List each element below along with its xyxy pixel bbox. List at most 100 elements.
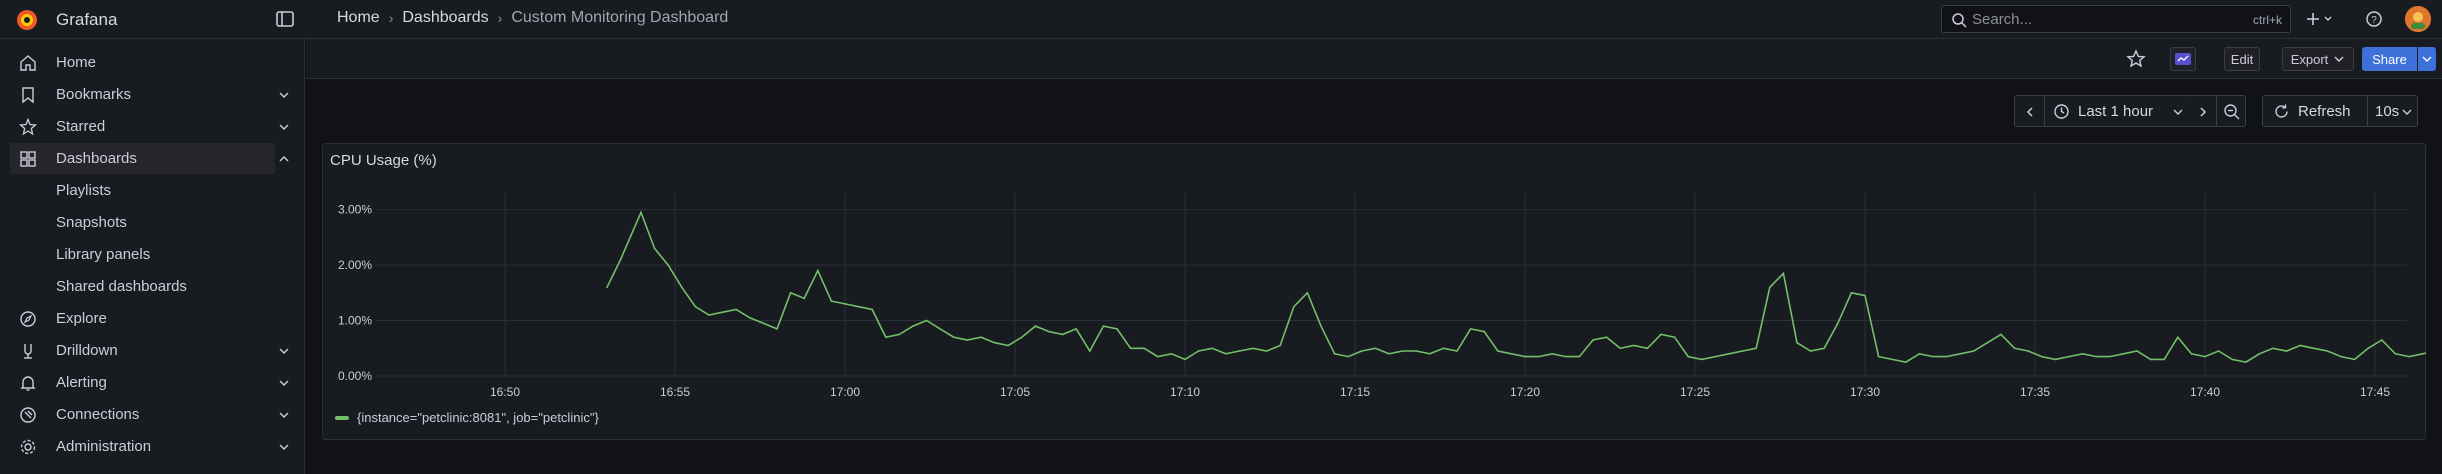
data-point (1619, 347, 1621, 350)
sidebar-item-administration[interactable]: Administration (0, 431, 300, 462)
sidebar-item-home[interactable]: Home (0, 47, 300, 78)
time-range-label[interactable]: Last 1 hour (2078, 103, 2154, 120)
search-input[interactable]: Search... ctrl+k (1941, 5, 2291, 33)
new-menu-button[interactable] (2303, 8, 2337, 30)
data-point (606, 286, 608, 289)
sidebar-subitem-shared-dashboards[interactable]: Shared dashboards (56, 278, 187, 295)
star-dashboard-icon[interactable] (2126, 49, 2146, 69)
data-point (1796, 341, 1798, 344)
dock-menu-icon[interactable] (275, 9, 295, 29)
data-point (980, 336, 982, 338)
refresh-button[interactable]: Refresh (2298, 103, 2351, 120)
zoom-out-icon[interactable] (2223, 103, 2241, 121)
edit-button[interactable]: Edit (2224, 47, 2260, 71)
sidebar-subitem-playlists[interactable]: Playlists (56, 182, 112, 199)
data-point (1592, 339, 1594, 341)
breadcrumb-home[interactable]: Home (337, 9, 380, 26)
panel-title[interactable]: CPU Usage (%) (330, 152, 437, 169)
data-point (1401, 350, 1404, 352)
data-point (1701, 358, 1703, 361)
data-point (925, 319, 928, 322)
data-point (1986, 341, 1989, 344)
data-point (1809, 350, 1812, 352)
data-point (1673, 336, 1676, 338)
data-point (2095, 355, 2097, 358)
data-point (1347, 355, 1349, 358)
data-point (2272, 347, 2274, 350)
y-axis: 0.00% 1.00% 2.00% 3.00% (338, 203, 372, 383)
sidebar-item-dashboards[interactable]: Dashboards (10, 143, 289, 174)
data-point (898, 333, 901, 336)
breadcrumb-dashboards[interactable]: Dashboards (402, 9, 489, 26)
data-point (681, 286, 683, 289)
data-point (1537, 355, 1540, 358)
data-point (2285, 350, 2288, 352)
breadcrumb-current: Custom Monitoring Dashboard (511, 9, 729, 26)
share-menu-button[interactable] (2418, 47, 2436, 71)
data-point (776, 328, 778, 330)
data-point (2000, 333, 2002, 336)
data-point (1197, 350, 1200, 352)
sidebar-item-starred[interactable]: Starred (0, 111, 300, 142)
data-point (1510, 353, 1513, 355)
sidebar-item-connections[interactable]: Connections (0, 399, 300, 430)
insights-button[interactable] (2170, 47, 2196, 71)
data-point (640, 211, 642, 214)
chevron-down-icon[interactable] (278, 377, 290, 389)
data-point (1728, 353, 1730, 355)
avatar[interactable] (2405, 6, 2431, 32)
x-tick-label: 17:00 (830, 385, 860, 399)
app-title: Grafana (56, 10, 118, 29)
search-shortcut: ctrl+k (2252, 13, 2282, 27)
drilldown-icon (24, 343, 32, 359)
data-point (1837, 322, 1839, 325)
chevron-right-icon[interactable] (2197, 106, 2209, 118)
data-point (1429, 353, 1431, 355)
data-point (993, 341, 996, 344)
data-point (1388, 353, 1390, 355)
x-tick-label: 17:30 (1850, 385, 1880, 399)
sidebar-subitem-snapshots[interactable]: Snapshots (56, 214, 127, 231)
y-tick-label: 1.00% (338, 314, 372, 328)
grafana-logo-icon[interactable] (14, 7, 40, 33)
sidebar-subitem-library-panels[interactable]: Library panels (56, 246, 151, 263)
data-point (2313, 347, 2315, 350)
chevron-down-icon[interactable] (2172, 107, 2184, 117)
data-point (619, 258, 622, 261)
sidebar-item-bookmarks[interactable]: Bookmarks (0, 79, 300, 110)
data-point (1741, 350, 1744, 352)
data-point (1374, 347, 1377, 350)
chevron-down-icon[interactable] (278, 409, 290, 421)
chevron-down-icon[interactable] (278, 121, 290, 133)
sidebar-item-drilldown[interactable]: Drilldown (0, 335, 300, 366)
share-button[interactable]: Share (2362, 47, 2417, 71)
data-point (2027, 350, 2029, 352)
chart-legend[interactable]: {instance="petclinic:8081", job="petclin… (335, 410, 599, 425)
data-point (885, 336, 887, 338)
chevron-down-icon (2334, 56, 2344, 62)
chevron-down-icon[interactable] (278, 345, 290, 357)
chevron-up-icon[interactable] (278, 153, 290, 165)
chevron-left-icon[interactable] (2024, 106, 2036, 118)
chevron-down-icon[interactable] (278, 441, 290, 453)
breadcrumb-separator-icon: › (388, 10, 394, 26)
help-icon[interactable]: ? (2364, 9, 2384, 29)
data-point (2421, 353, 2424, 355)
refresh-interval[interactable]: 10s (2375, 103, 2400, 120)
export-label: Export (2290, 51, 2329, 67)
chevron-down-icon[interactable] (278, 89, 290, 101)
sidebar-item-alerting[interactable]: Alerting (0, 367, 300, 398)
cpu-usage-panel (322, 143, 2426, 440)
chevron-down-icon[interactable] (2401, 107, 2413, 117)
sidebar-item-explore[interactable]: Explore (0, 303, 300, 334)
export-button[interactable]: Export (2282, 47, 2354, 71)
series-points (606, 211, 2424, 363)
compass-icon (20, 310, 36, 327)
cpu-usage-chart[interactable]: 0.00% 1.00% 2.00% 3.00% 16:50 16:55 17:00 17:0… (322, 143, 2426, 408)
data-point (1211, 347, 1213, 350)
data-point (1483, 330, 1485, 333)
data-point (844, 303, 846, 305)
data-point (1225, 353, 1227, 355)
data-point (939, 328, 941, 330)
sidebar-item-label: Explore (56, 310, 107, 327)
